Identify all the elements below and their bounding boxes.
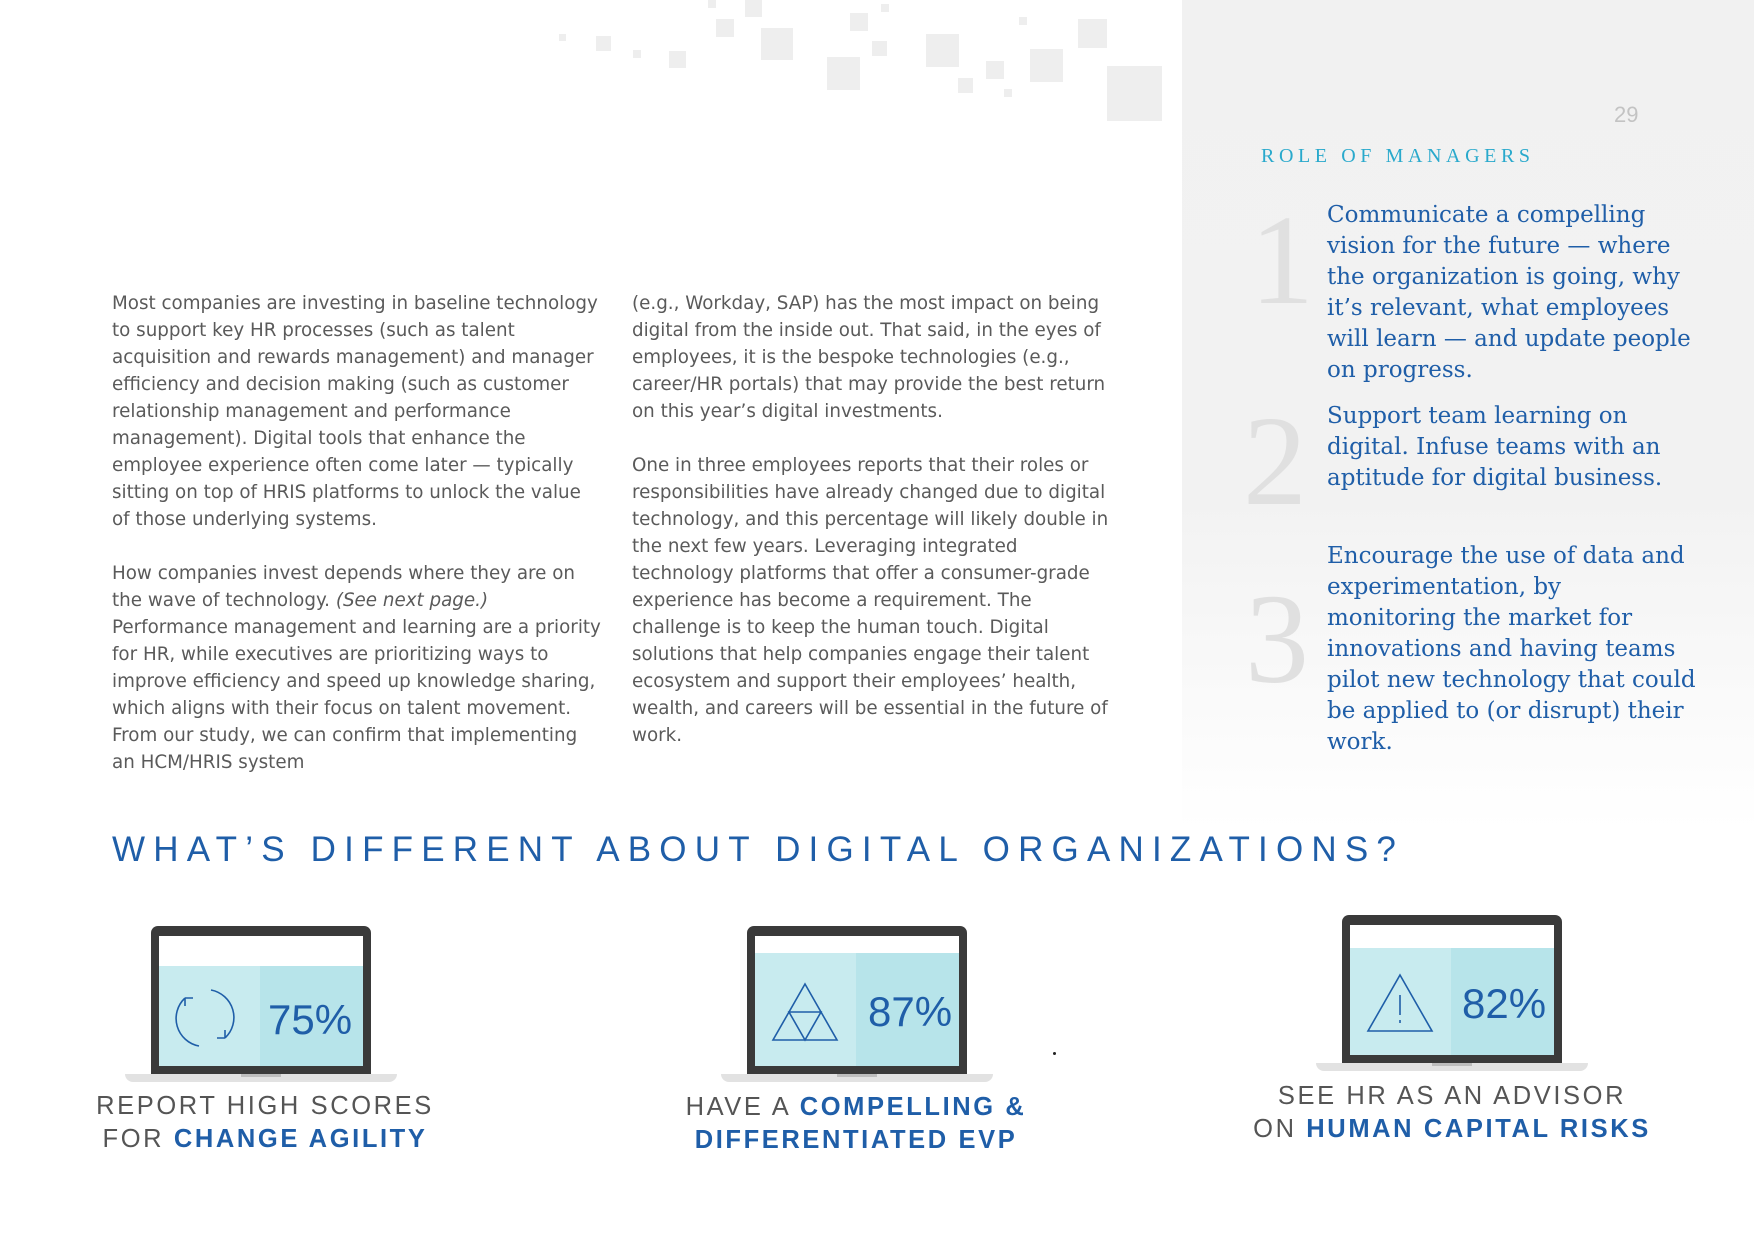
warning-icon (1366, 973, 1434, 1032)
caption-highlight: COMPELLING & (799, 1093, 1027, 1121)
paragraph-text: How companies invest depends where they … (112, 563, 575, 611)
role-text-3: Encourage the use of data and experiment… (1327, 543, 1696, 755)
paragraph: (e.g., Workday, SAP) has the most impact… (632, 293, 1106, 422)
caption-line: ON HUMAN CAPITAL RISKS (1242, 1113, 1662, 1146)
triangle-pyramid-icon (771, 982, 839, 1042)
section-title: WHAT’S DIFFERENT ABOUT DIGITAL ORGANIZAT… (112, 830, 1405, 869)
page-number: 29 (1614, 102, 1639, 127)
refresh-icon (175, 989, 235, 1047)
paragraph: How companies invest depends where they … (112, 560, 604, 776)
role-number-2: 2 (1243, 390, 1307, 532)
caption-line: REPORT HIGH SCORES (96, 1092, 434, 1120)
role-text-1: Communicate a compelling vision for the … (1327, 202, 1691, 383)
stat-value: 82% (1462, 980, 1547, 1027)
caption-line: SEE HR AS AN ADVISOR (1277, 1082, 1627, 1110)
laptop-stat-3: 82% (1316, 915, 1588, 1071)
paragraph: Most companies are investing in baseline… (112, 293, 598, 530)
laptop-stat-2: 87% (721, 926, 993, 1082)
see-next-page-note: (See next page.) (335, 590, 489, 611)
caption-line: DIFFERENTIATED EVP (671, 1124, 1041, 1157)
caption-highlight: HUMAN CAPITAL RISKS (1306, 1115, 1651, 1143)
caption-text: ON (1253, 1115, 1307, 1143)
body-column-right: (e.g., Workday, SAP) has the most impact… (632, 290, 1124, 776)
caption-line: HAVE A COMPELLING & (671, 1091, 1041, 1124)
stat-caption-2: HAVE A COMPELLING & DIFFERENTIATED EVP (671, 1091, 1041, 1157)
stray-dot (1053, 1052, 1056, 1055)
laptop-stat-1: 75% (125, 926, 397, 1082)
paragraph-text: Performance management and learning are … (112, 617, 601, 773)
caption-line: FOR CHANGE AGILITY (80, 1123, 450, 1156)
caption-text: FOR (102, 1125, 174, 1153)
caption-highlight: DIFFERENTIATED EVP (694, 1126, 1018, 1154)
stat-value: 75% (268, 996, 353, 1043)
sidebar-title: ROLE OF MANAGERS (1261, 145, 1535, 167)
role-number-3: 3 (1245, 568, 1309, 710)
caption-highlight: CHANGE AGILITY (173, 1125, 428, 1153)
sidebar-panel (1182, 0, 1754, 830)
stat-caption-3: SEE HR AS AN ADVISOR ON HUMAN CAPITAL RI… (1242, 1080, 1662, 1146)
role-number-1: 1 (1250, 189, 1314, 331)
stat-caption-1: REPORT HIGH SCORES FOR CHANGE AGILITY (80, 1090, 450, 1156)
role-text-2: Support team learning on digital. Infuse… (1327, 403, 1663, 491)
body-column-left: Most companies are investing in baseline… (112, 290, 604, 803)
caption-text: HAVE A (685, 1093, 800, 1121)
stat-value: 87% (868, 988, 953, 1035)
paragraph: One in three employees reports that thei… (632, 455, 1109, 746)
